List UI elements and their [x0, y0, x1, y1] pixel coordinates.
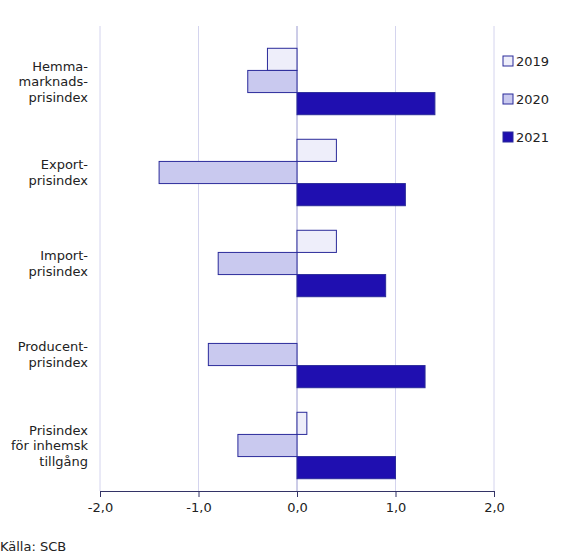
grid-line: [100, 26, 101, 491]
tick: Prisindexför inhemsktillgång: [11, 423, 89, 469]
category-label: Producent-prisindex: [18, 339, 89, 370]
legend-swatch: [503, 94, 513, 104]
category-label: Import-prisindex: [28, 248, 88, 279]
bar: [297, 366, 425, 388]
legend: 2019 2020 2021: [503, 54, 549, 145]
tick-label: -1,0: [186, 500, 211, 515]
legend-label: 2019: [516, 54, 549, 69]
tick-mark: [396, 491, 397, 497]
bar: [297, 230, 336, 252]
tick-mark: [199, 491, 200, 497]
bar: [297, 184, 405, 206]
legend-label: 2021: [516, 130, 549, 145]
y-axis: Hemma-marknads-prisindex Export-prisindex…: [11, 59, 89, 469]
bar-series: [159, 70, 297, 456]
tick-mark: [494, 491, 495, 497]
tick: Import-prisindex: [28, 248, 88, 279]
bar: [297, 321, 298, 343]
chart: -2,0 -1,0 0,0 1,0 2,0 Hemma-marknads-prisinde…: [0, 0, 565, 555]
grid: [100, 26, 494, 491]
tick: 2,0: [484, 491, 505, 515]
tick: Hemma-marknads-prisindex: [19, 59, 89, 105]
tick: 1,0: [386, 491, 407, 515]
bar: [238, 434, 297, 456]
tick-label: 2,0: [484, 500, 505, 515]
grid-line: [198, 26, 199, 491]
bar: [218, 252, 297, 274]
bar-series: [297, 93, 435, 479]
x-axis: -2,0 -1,0 0,0 1,0 2,0: [88, 491, 505, 515]
category-label: Export-prisindex: [28, 157, 88, 188]
tick-label: 0,0: [287, 500, 308, 515]
bar: [297, 412, 307, 434]
bar: [267, 48, 297, 70]
tick-mark: [297, 491, 298, 497]
category-label: Hemma-marknads-prisindex: [19, 59, 89, 105]
bar: [159, 161, 297, 183]
bars: [159, 48, 435, 478]
legend-swatch: [503, 132, 513, 142]
tick: -1,0: [186, 491, 211, 515]
category-label: Prisindexför inhemsktillgång: [11, 423, 89, 469]
tick: Export-prisindex: [28, 157, 88, 188]
bar: [248, 70, 297, 92]
source: Källa: SCB: [0, 539, 66, 554]
tick-label: 1,0: [386, 500, 407, 515]
bar: [297, 139, 336, 161]
bar: [297, 457, 396, 479]
legend-swatch: [503, 56, 513, 66]
bar: [208, 343, 297, 365]
tick: 0,0: [287, 491, 308, 515]
tick-mark: [100, 491, 101, 497]
tick: Producent-prisindex: [18, 339, 89, 370]
tick-label: -2,0: [88, 500, 113, 515]
bar: [297, 93, 435, 115]
bar: [297, 275, 386, 297]
axis-line: [101, 492, 495, 498]
legend-label: 2020: [516, 92, 549, 107]
grid-line: [494, 26, 495, 491]
tick: -2,0: [88, 491, 113, 515]
